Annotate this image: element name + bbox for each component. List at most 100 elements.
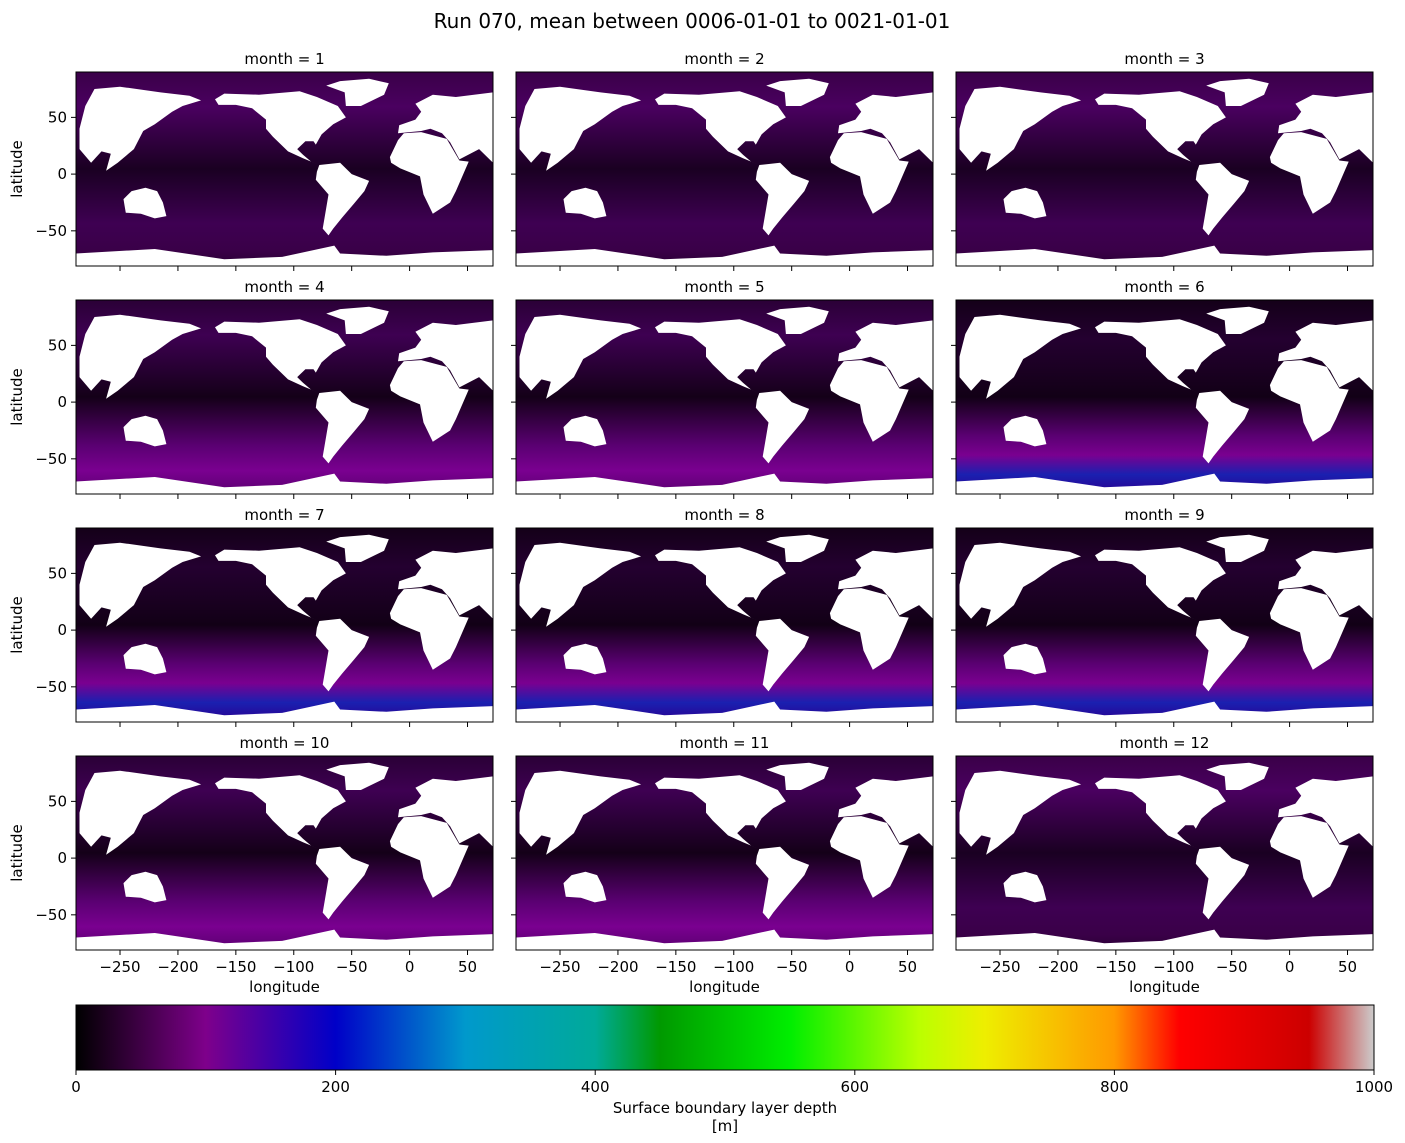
x-axis-label: longitude bbox=[1129, 978, 1200, 996]
y-tick-label: 0 bbox=[57, 621, 67, 639]
land-antarctica bbox=[516, 701, 933, 722]
panel-month-3: month = 3 bbox=[951, 50, 1374, 271]
land-eurasia-west bbox=[398, 92, 493, 163]
x-tick-label: −150 bbox=[1095, 958, 1136, 976]
land-eurasia-east bbox=[519, 86, 642, 171]
x-tick-label: 0 bbox=[1285, 958, 1295, 976]
land-greenland bbox=[766, 762, 829, 790]
land-antarctica bbox=[516, 473, 933, 494]
land-south-america bbox=[1195, 846, 1250, 920]
x-tick-label: 0 bbox=[845, 958, 855, 976]
land-north-america bbox=[1095, 91, 1226, 165]
land-south-america bbox=[755, 846, 810, 920]
land-eurasia-west bbox=[398, 320, 493, 391]
panel-title: month = 10 bbox=[240, 734, 330, 752]
land-antarctica bbox=[956, 701, 1373, 722]
y-axis-label: latitude bbox=[8, 140, 26, 198]
land-greenland bbox=[1206, 306, 1269, 334]
x-axis-label: longitude bbox=[249, 978, 320, 996]
panel-frame bbox=[515, 527, 934, 723]
land-eurasia-west bbox=[1278, 92, 1373, 163]
land-antarctica bbox=[76, 701, 493, 722]
y-tick-label: 50 bbox=[48, 792, 67, 810]
land-north-america bbox=[1095, 547, 1226, 621]
panel-month-7: month = 7 −50 0 50 latitude bbox=[8, 506, 494, 727]
y-tick-label: 0 bbox=[57, 393, 67, 411]
land-africa bbox=[1269, 360, 1349, 442]
panel-frame bbox=[75, 527, 494, 723]
panel-title: month = 3 bbox=[1124, 50, 1204, 68]
x-tick-label: −250 bbox=[539, 958, 580, 976]
panel-title: month = 6 bbox=[1124, 278, 1204, 296]
land-eurasia-east bbox=[79, 314, 202, 399]
x-tick-label: 50 bbox=[458, 958, 477, 976]
panel-frame bbox=[955, 527, 1374, 723]
land-antarctica bbox=[956, 245, 1373, 266]
land-eurasia-east bbox=[959, 770, 1082, 855]
land-eurasia-west bbox=[398, 548, 493, 619]
panel-month-1: month = 1 −50 0 50 latitude bbox=[8, 50, 494, 271]
land-north-america bbox=[215, 547, 346, 621]
x-tick-label: −200 bbox=[157, 958, 198, 976]
land-greenland bbox=[326, 762, 389, 790]
land-eurasia-west bbox=[1278, 320, 1373, 391]
panel-title: month = 2 bbox=[684, 50, 764, 68]
colorbar-gradient bbox=[75, 1004, 1375, 1071]
land-south-america bbox=[315, 618, 370, 692]
land-north-america bbox=[1095, 775, 1226, 849]
land-australia bbox=[1003, 415, 1047, 447]
x-tick-label: −250 bbox=[99, 958, 140, 976]
figure-title: Run 070, mean between 0006-01-01 to 0021… bbox=[434, 9, 951, 33]
land-eurasia-east bbox=[79, 542, 202, 627]
land-africa bbox=[389, 360, 469, 442]
panel-title: month = 4 bbox=[244, 278, 324, 296]
land-africa bbox=[389, 132, 469, 214]
panel-title: month = 5 bbox=[684, 278, 764, 296]
land-north-america bbox=[215, 319, 346, 393]
land-south-america bbox=[755, 618, 810, 692]
x-tick-label: −50 bbox=[1216, 958, 1248, 976]
y-tick-label: 0 bbox=[57, 849, 67, 867]
land-australia bbox=[563, 187, 607, 219]
panel-frame bbox=[955, 71, 1374, 267]
land-greenland bbox=[326, 306, 389, 334]
panel-frame bbox=[515, 299, 934, 495]
land-eurasia-west bbox=[838, 92, 933, 163]
land-africa bbox=[829, 360, 909, 442]
y-tick-label: −50 bbox=[35, 450, 67, 468]
x-tick-label: −50 bbox=[776, 958, 808, 976]
y-tick-label: −50 bbox=[35, 222, 67, 240]
land-eurasia-east bbox=[959, 542, 1082, 627]
x-tick-label: −150 bbox=[215, 958, 256, 976]
land-australia bbox=[1003, 643, 1047, 675]
land-south-america bbox=[1195, 390, 1250, 464]
panel-month-12: month = 12 −250 −200 −150 −100 −50 0 50 longitud… bbox=[951, 734, 1374, 996]
land-australia bbox=[123, 643, 167, 675]
panel-grid: month = 1 −50 0 50 latitude month = 2 month = … bbox=[8, 50, 1374, 996]
panel-title: month = 1 bbox=[244, 50, 324, 68]
x-axis-label: longitude bbox=[689, 978, 760, 996]
land-greenland bbox=[766, 306, 829, 334]
y-tick-label: 0 bbox=[57, 165, 67, 183]
panel-month-2: month = 2 bbox=[511, 50, 934, 271]
land-antarctica bbox=[76, 473, 493, 494]
land-eurasia-east bbox=[79, 86, 202, 171]
land-australia bbox=[563, 871, 607, 903]
panel-title: month = 9 bbox=[1124, 506, 1204, 524]
land-north-america bbox=[655, 775, 786, 849]
land-antarctica bbox=[516, 245, 933, 266]
land-greenland bbox=[1206, 762, 1269, 790]
panel-month-11: month = 11 −250 −200 −150 −100 −50 0 50 longitud… bbox=[511, 734, 934, 996]
land-africa bbox=[829, 816, 909, 898]
land-africa bbox=[389, 816, 469, 898]
x-tick-label: −200 bbox=[597, 958, 638, 976]
x-tick-label: −100 bbox=[273, 958, 314, 976]
y-tick-label: 50 bbox=[48, 564, 67, 582]
land-eurasia-east bbox=[959, 86, 1082, 171]
land-antarctica bbox=[76, 245, 493, 266]
x-tick-label: −50 bbox=[336, 958, 368, 976]
land-north-america bbox=[215, 775, 346, 849]
land-africa bbox=[829, 132, 909, 214]
land-australia bbox=[123, 871, 167, 903]
panel-month-10: month = 10 −50 0 50 latitude −250 −200 −150 −100… bbox=[8, 734, 494, 996]
